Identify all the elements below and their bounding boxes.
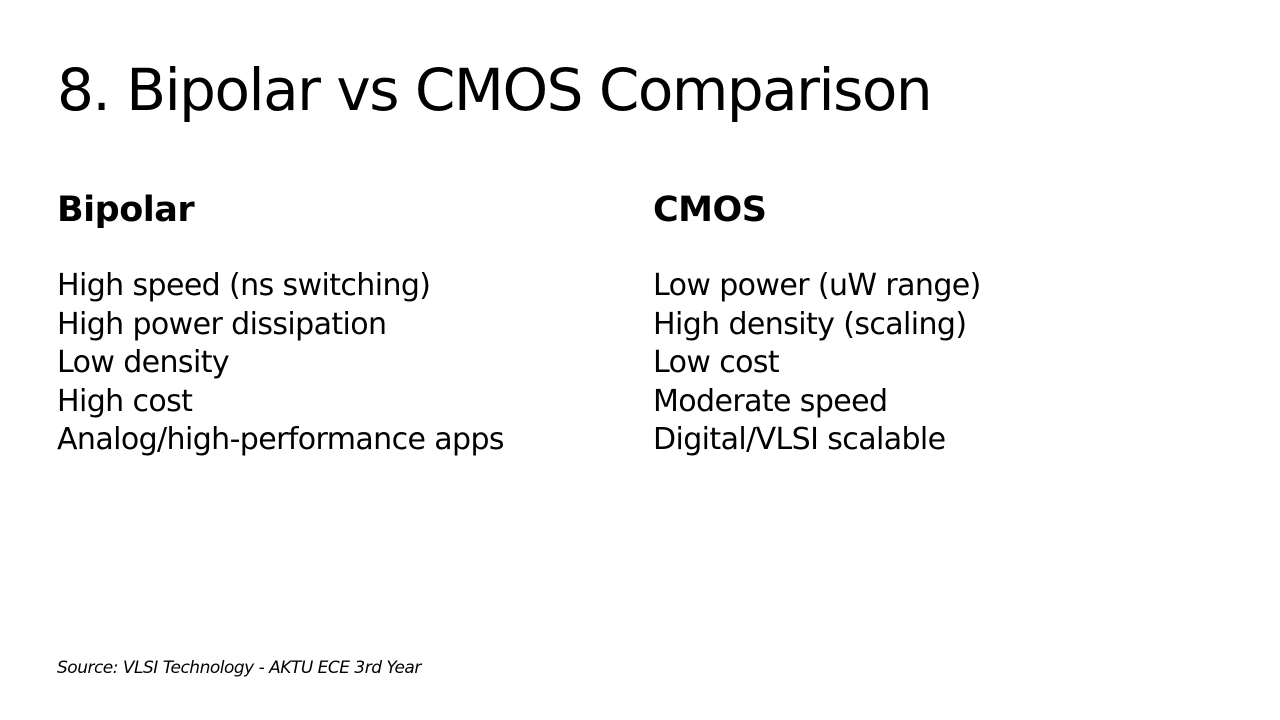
list-item: Low density	[57, 345, 230, 380]
list-item: High density (scaling)	[653, 306, 967, 342]
list-item: Moderate speed	[653, 383, 888, 419]
cmos-heading: CMOS	[653, 190, 767, 230]
bipolar-heading: Bipolar	[57, 190, 195, 230]
list-item: High power dissipation	[57, 306, 387, 342]
list-item: Digital/VLSI scalable	[653, 422, 946, 457]
list-item: High cost	[57, 383, 193, 419]
bipolar-list: High speed (ns switching) High power dis…	[57, 267, 505, 460]
list-item: Analog/high-performance apps	[57, 422, 505, 457]
list-item: High speed (ns switching)	[57, 268, 431, 303]
cmos-column: CMOS Low power (uW range) High density (…	[653, 188, 981, 460]
list-item: Low power (uW range)	[653, 268, 981, 303]
bipolar-column: Bipolar High speed (ns switching) High p…	[57, 188, 505, 460]
list-item: Low cost	[653, 345, 780, 380]
source-citation: Source: VLSI Technology - AKTU ECE 3rd Y…	[57, 658, 421, 678]
cmos-list: Low power (uW range) High density (scali…	[653, 267, 981, 460]
slide-title: 8. Bipolar vs CMOS Comparison	[57, 56, 933, 124]
